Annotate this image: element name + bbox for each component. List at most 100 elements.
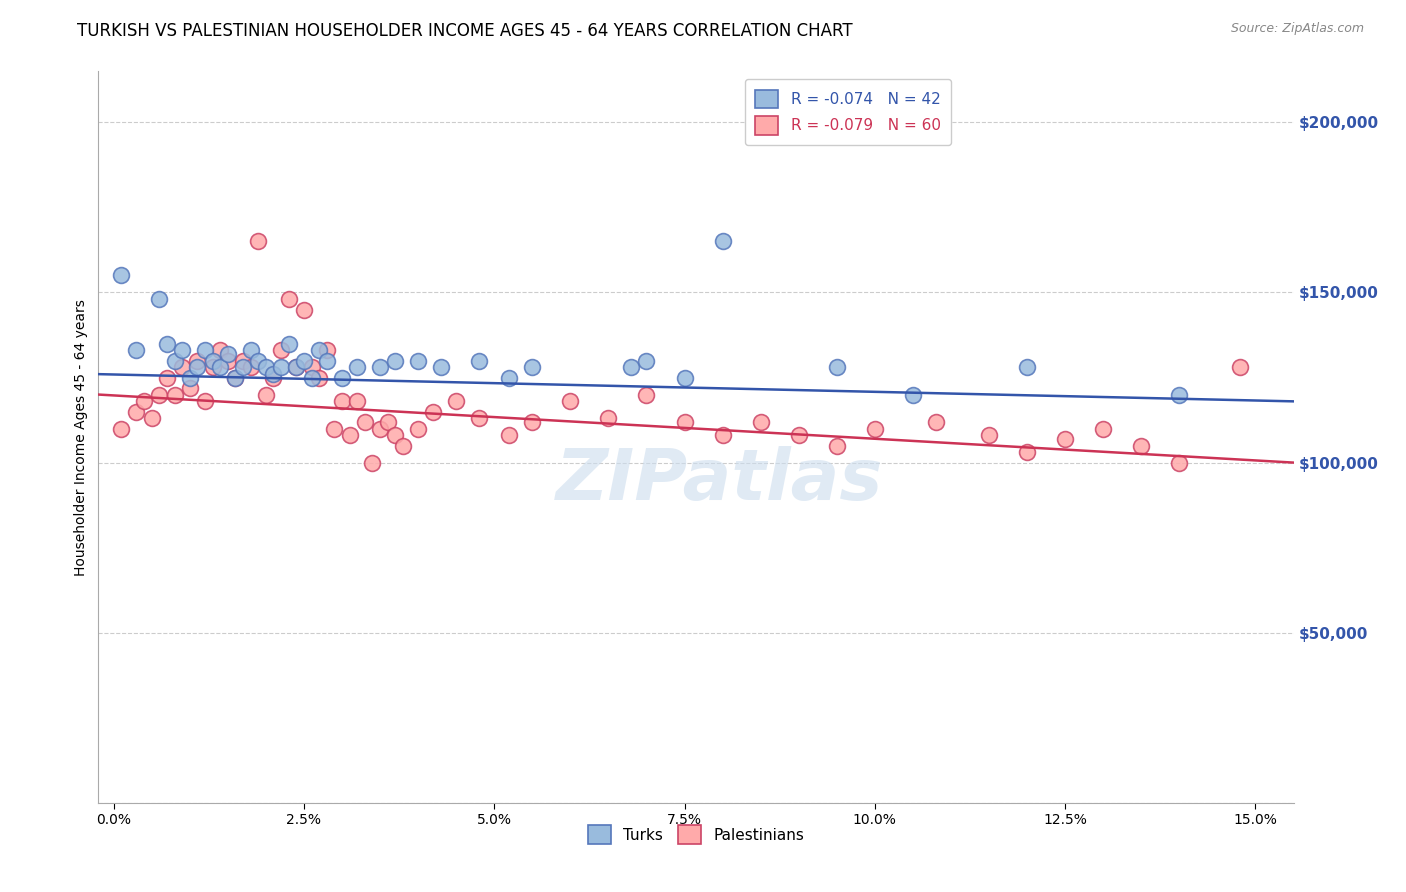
- Point: [346, 394, 368, 409]
- Point: [209, 343, 232, 358]
- Text: ZIPatlas: ZIPatlas: [557, 447, 883, 516]
- Point: [863, 421, 886, 435]
- Point: [263, 367, 285, 381]
- Point: [673, 370, 696, 384]
- Point: [444, 394, 467, 409]
- Point: [194, 394, 217, 409]
- Point: [315, 343, 337, 358]
- Point: [179, 370, 201, 384]
- Point: [901, 387, 924, 401]
- Point: [301, 370, 323, 384]
- Point: [346, 360, 368, 375]
- Point: [560, 394, 582, 409]
- Text: TURKISH VS PALESTINIAN HOUSEHOLDER INCOME AGES 45 - 64 YEARS CORRELATION CHART: TURKISH VS PALESTINIAN HOUSEHOLDER INCOM…: [77, 22, 853, 40]
- Point: [148, 293, 170, 307]
- Point: [270, 360, 292, 375]
- Point: [301, 360, 323, 375]
- Point: [384, 353, 406, 368]
- Point: [384, 428, 406, 442]
- Point: [825, 360, 848, 375]
- Point: [172, 360, 194, 375]
- Point: [825, 439, 848, 453]
- Point: [711, 428, 734, 442]
- Point: [1168, 387, 1191, 401]
- Point: [620, 360, 643, 375]
- Point: [132, 394, 155, 409]
- Text: Source: ZipAtlas.com: Source: ZipAtlas.com: [1230, 22, 1364, 36]
- Point: [977, 428, 1000, 442]
- Point: [163, 353, 186, 368]
- Point: [361, 456, 384, 470]
- Point: [277, 293, 299, 307]
- Point: [925, 415, 948, 429]
- Point: [292, 302, 315, 317]
- Point: [498, 428, 520, 442]
- Point: [636, 387, 658, 401]
- Point: [1092, 421, 1115, 435]
- Point: [201, 360, 224, 375]
- Point: [598, 411, 620, 425]
- Point: [711, 235, 734, 249]
- Point: [308, 370, 330, 384]
- Point: [156, 336, 179, 351]
- Point: [422, 404, 444, 418]
- Point: [194, 343, 217, 358]
- Legend: Turks, Palestinians: Turks, Palestinians: [582, 819, 810, 850]
- Y-axis label: Householder Income Ages 45 - 64 years: Householder Income Ages 45 - 64 years: [75, 299, 89, 575]
- Point: [110, 268, 132, 283]
- Point: [217, 353, 239, 368]
- Point: [254, 387, 277, 401]
- Point: [406, 421, 429, 435]
- Point: [186, 353, 208, 368]
- Point: [224, 370, 246, 384]
- Point: [1054, 432, 1077, 446]
- Point: [125, 343, 148, 358]
- Point: [1229, 360, 1251, 375]
- Point: [1168, 456, 1191, 470]
- Point: [179, 381, 201, 395]
- Point: [172, 343, 194, 358]
- Point: [368, 360, 391, 375]
- Point: [209, 360, 232, 375]
- Point: [148, 387, 170, 401]
- Point: [368, 421, 391, 435]
- Point: [308, 343, 330, 358]
- Point: [239, 343, 262, 358]
- Point: [330, 394, 353, 409]
- Point: [1017, 445, 1039, 459]
- Point: [270, 343, 292, 358]
- Point: [377, 415, 399, 429]
- Point: [292, 353, 315, 368]
- Point: [468, 353, 491, 368]
- Point: [430, 360, 453, 375]
- Point: [787, 428, 810, 442]
- Point: [673, 415, 696, 429]
- Point: [636, 353, 658, 368]
- Point: [217, 347, 239, 361]
- Point: [247, 235, 270, 249]
- Point: [186, 360, 208, 375]
- Point: [247, 353, 270, 368]
- Point: [749, 415, 772, 429]
- Point: [254, 360, 277, 375]
- Point: [285, 360, 308, 375]
- Point: [498, 370, 520, 384]
- Point: [277, 336, 299, 351]
- Point: [339, 428, 361, 442]
- Point: [239, 360, 262, 375]
- Point: [468, 411, 491, 425]
- Point: [125, 404, 148, 418]
- Point: [522, 415, 544, 429]
- Point: [141, 411, 163, 425]
- Point: [392, 439, 415, 453]
- Point: [263, 370, 285, 384]
- Point: [522, 360, 544, 375]
- Point: [285, 360, 308, 375]
- Point: [330, 370, 353, 384]
- Point: [406, 353, 429, 368]
- Point: [232, 360, 254, 375]
- Point: [323, 421, 346, 435]
- Point: [156, 370, 179, 384]
- Point: [232, 353, 254, 368]
- Point: [201, 353, 224, 368]
